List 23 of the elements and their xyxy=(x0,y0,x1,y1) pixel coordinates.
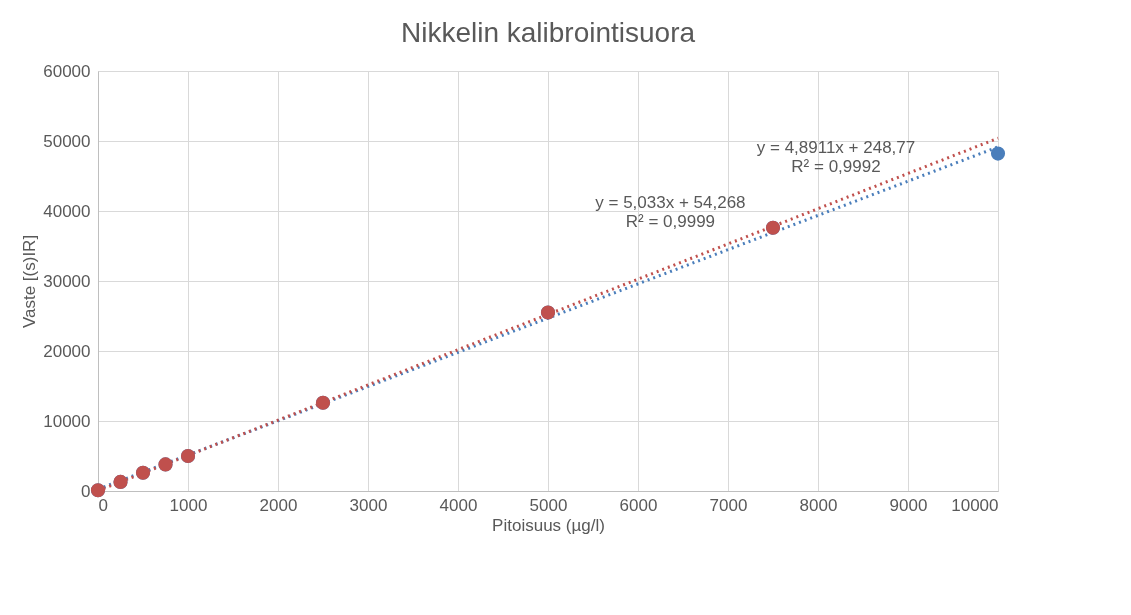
x-tick-label: 7000 xyxy=(709,495,748,515)
y-axis-title: Vaste [(s)IR] xyxy=(20,234,40,329)
x-tick-label: 0 xyxy=(98,495,108,515)
x-tick-label: 4000 xyxy=(439,495,478,515)
x-tick-label: 8000 xyxy=(799,495,838,515)
y-tick-label: 10000 xyxy=(43,411,91,431)
annotation: y = 5,033x + 54,268 R² = 0,9999 xyxy=(595,192,746,231)
y-tick-label: 60000 xyxy=(43,61,91,81)
x-axis-title: Pitoisuus (µg/l) xyxy=(492,515,605,535)
y-tick-label: 0 xyxy=(81,481,91,501)
x-tick-label: 2000 xyxy=(259,495,298,515)
y-tick-label: 30000 xyxy=(43,271,91,291)
x-tick-label: 5000 xyxy=(529,495,568,515)
annotation: y = 4,8911x + 248,77 R² = 0,9992 xyxy=(756,138,916,177)
x-tick-label: 9000 xyxy=(889,495,928,515)
y-tick-label: 50000 xyxy=(43,131,91,151)
x-tick-label: 6000 xyxy=(619,495,658,515)
x-tick-label: 1000 xyxy=(169,495,208,515)
x-tick-label: 10000 xyxy=(951,495,999,515)
x-tick-label: 3000 xyxy=(349,495,388,515)
y-tick-label: 20000 xyxy=(43,341,91,361)
y-tick-label: 40000 xyxy=(43,201,91,221)
chart-title: Nikkelin kalibrointisuora xyxy=(400,17,696,48)
